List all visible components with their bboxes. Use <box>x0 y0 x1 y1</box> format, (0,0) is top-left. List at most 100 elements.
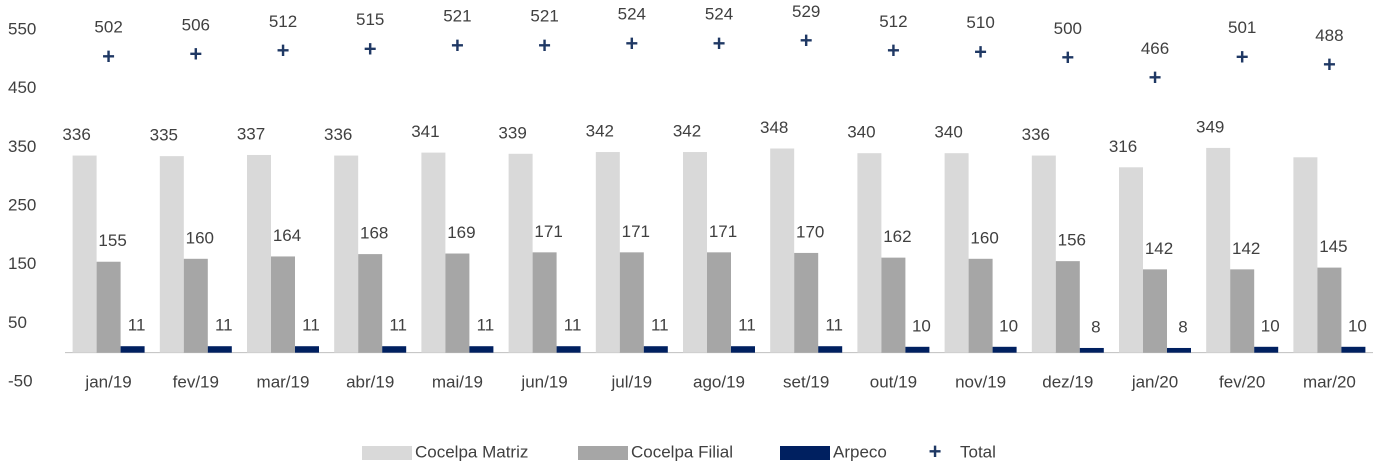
value-label: 8 <box>1091 317 1100 336</box>
total-marker: + <box>1061 45 1074 70</box>
bar <box>120 346 145 353</box>
value-label: 341 <box>411 122 439 141</box>
total-marker: + <box>713 31 726 56</box>
value-label: 500 <box>1054 19 1082 38</box>
y-tick-label: 150 <box>8 254 36 273</box>
value-label: 502 <box>94 18 122 37</box>
y-tick-label: 450 <box>8 78 36 97</box>
total-marker: + <box>451 33 464 58</box>
y-tick-label: 550 <box>8 19 36 38</box>
bar <box>1206 147 1231 353</box>
bar <box>643 346 668 353</box>
value-label: 11 <box>738 316 756 335</box>
total-marker: + <box>800 28 813 53</box>
value-label: 8 <box>1178 317 1187 336</box>
value-label: 156 <box>1058 231 1086 250</box>
bar <box>271 256 295 353</box>
x-tick-label: fev/20 <box>1219 372 1265 391</box>
value-label: 488 <box>1315 26 1343 45</box>
value-label: 340 <box>847 123 875 142</box>
x-tick-label: mai/19 <box>432 372 483 391</box>
value-label: 171 <box>709 222 737 241</box>
bar <box>1341 346 1366 353</box>
bar <box>1230 269 1255 353</box>
value-label: 340 <box>934 123 962 142</box>
value-label: 336 <box>324 125 352 144</box>
x-tick-label: out/19 <box>870 372 917 391</box>
x-tick-label: jan/20 <box>1131 372 1178 391</box>
bar <box>508 153 533 353</box>
value-label: 11 <box>477 316 495 335</box>
value-label: 169 <box>447 223 475 242</box>
legend-swatch <box>578 446 628 460</box>
total-marker: + <box>974 39 987 64</box>
y-tick-label: 350 <box>8 137 36 156</box>
value-label: 512 <box>879 12 907 31</box>
total-marker: + <box>102 44 115 69</box>
total-marker: + <box>277 38 290 63</box>
bar <box>1167 347 1191 353</box>
value-label: 168 <box>360 224 388 243</box>
bar <box>707 252 731 353</box>
bar <box>770 148 795 353</box>
value-label: 342 <box>673 122 701 141</box>
x-tick-label: jun/19 <box>520 372 567 391</box>
value-label: 524 <box>618 5 646 24</box>
x-tick-label: dez/19 <box>1042 372 1093 391</box>
bar <box>731 346 755 353</box>
value-label: 11 <box>564 316 582 335</box>
bar <box>619 252 644 353</box>
value-label: 162 <box>883 227 911 246</box>
legend-label: Total <box>960 442 996 461</box>
value-label: 160 <box>970 228 998 247</box>
bar <box>96 261 121 353</box>
bar <box>818 346 843 353</box>
value-label: 336 <box>62 125 90 144</box>
bar <box>1143 269 1167 353</box>
x-tick-label: nov/19 <box>955 372 1006 391</box>
bar <box>334 155 359 353</box>
bar <box>1293 157 1318 353</box>
total-marker: + <box>364 36 377 61</box>
y-tick-label: 50 <box>8 313 27 332</box>
value-label: 336 <box>1022 125 1050 144</box>
value-label: 348 <box>760 118 788 137</box>
bar <box>1317 267 1342 353</box>
y-tick-label: 250 <box>8 195 36 214</box>
value-label: 170 <box>796 222 824 241</box>
value-label: 142 <box>1145 239 1173 258</box>
total-marker: + <box>189 42 202 67</box>
x-tick-label: mar/20 <box>1303 372 1356 391</box>
total-marker: + <box>1236 45 1249 70</box>
x-tick-label: jan/19 <box>84 372 131 391</box>
value-label: 160 <box>186 228 214 247</box>
legend-swatch: + <box>929 439 942 463</box>
legend-label: Arpeco <box>833 442 887 461</box>
x-tick-label: fev/19 <box>173 372 219 391</box>
bar <box>207 346 232 353</box>
bar <box>295 346 319 353</box>
value-label: 10 <box>1261 316 1280 335</box>
bar <box>358 254 383 353</box>
value-label: 11 <box>128 316 146 335</box>
value-label: 515 <box>356 10 384 29</box>
bar <box>968 258 993 353</box>
x-tick-label: set/19 <box>783 372 829 391</box>
bar <box>595 152 620 353</box>
value-label: 171 <box>534 222 562 241</box>
value-label: 335 <box>150 126 178 145</box>
bar <box>159 156 184 353</box>
value-label: 506 <box>182 15 210 34</box>
bar <box>421 152 446 353</box>
bar <box>1254 346 1279 353</box>
total-marker: + <box>625 31 638 56</box>
total-marker: + <box>1149 65 1162 90</box>
value-label: 142 <box>1232 239 1260 258</box>
value-label: 11 <box>389 316 407 335</box>
y-tick-label: -50 <box>8 371 33 390</box>
legend-label: Cocelpa Matriz <box>415 442 528 461</box>
value-label: 524 <box>705 5 733 24</box>
value-label: 11 <box>215 316 233 335</box>
bar <box>992 346 1017 353</box>
